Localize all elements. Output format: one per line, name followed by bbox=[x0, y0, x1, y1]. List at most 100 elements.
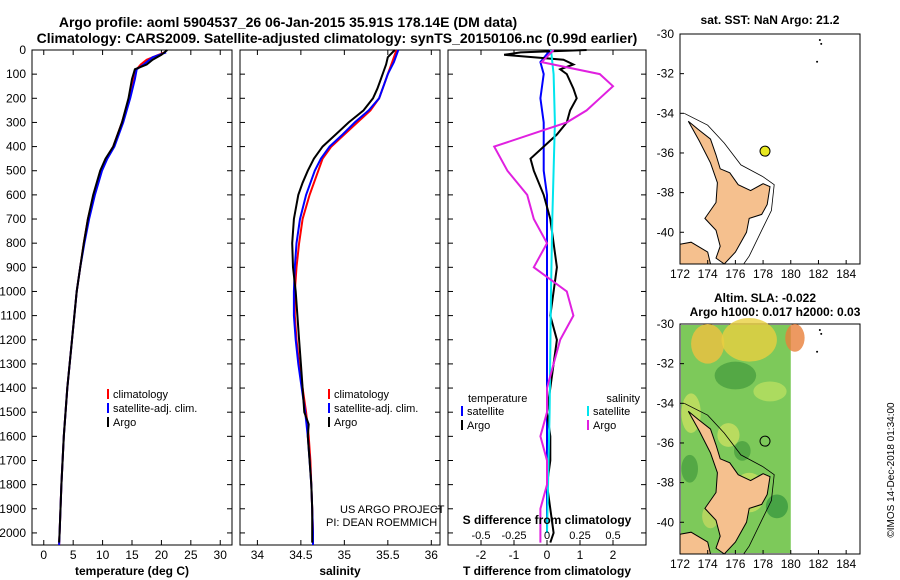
island-dot bbox=[818, 328, 821, 331]
y-tick-label: 100 bbox=[6, 67, 26, 81]
land-north-island bbox=[687, 410, 771, 555]
sla-blob bbox=[691, 324, 725, 364]
isobath-line bbox=[684, 402, 775, 555]
x-tick-label: 182 bbox=[808, 267, 828, 281]
plot-frame bbox=[31, 49, 233, 546]
s-tick-label: -0.25 bbox=[501, 530, 526, 542]
x-tick-label: 2 bbox=[610, 548, 617, 562]
y-tick-label: -32 bbox=[657, 357, 675, 371]
y-tick-label: -38 bbox=[657, 476, 675, 490]
x-tick-label: 172 bbox=[670, 267, 690, 281]
legend-swatch bbox=[328, 403, 330, 413]
legend-label: satellite bbox=[467, 406, 504, 418]
y-tick-label: 1500 bbox=[0, 405, 26, 419]
legend-swatch bbox=[107, 389, 109, 399]
x-tick-label: 15 bbox=[125, 548, 139, 562]
figure-subtitle: Climatology: CARS2009. Satellite-adjuste… bbox=[37, 30, 638, 46]
series-line-s-argo bbox=[492, 49, 615, 543]
x-tick-label: 34 bbox=[251, 548, 265, 562]
x-tick-label: 25 bbox=[184, 548, 198, 562]
x-tick-label: -1 bbox=[509, 548, 520, 562]
y-tick-label: 1800 bbox=[0, 478, 26, 492]
sla-map-panel: 172 174 176 178 180 182 184 -30 -32 -34 -36 -38 -40 A… bbox=[657, 291, 861, 571]
sla-blob bbox=[734, 440, 751, 461]
y-tick-label: -36 bbox=[657, 146, 675, 160]
x-tick-label: 34.5 bbox=[289, 548, 313, 562]
map-subtitle: Argo h1000: 0.017 h2000: 0.03 bbox=[690, 305, 861, 319]
y-tick-label: -32 bbox=[657, 67, 675, 81]
legend-label: satellite-adj. clim. bbox=[334, 403, 418, 415]
legend-label: Argo bbox=[593, 420, 616, 432]
y-tick-label: 1300 bbox=[0, 357, 26, 371]
y-tick-label: 1700 bbox=[0, 453, 26, 467]
legend-swatch bbox=[107, 417, 109, 427]
s-tick-label: 0.5 bbox=[605, 530, 620, 542]
temperature-panel: 0100200300400500600700800900100011001200… bbox=[0, 43, 233, 578]
x-tick-label: 10 bbox=[96, 548, 110, 562]
sla-blob bbox=[717, 423, 740, 447]
y-tick-label: -30 bbox=[657, 317, 675, 331]
float-position-marker bbox=[759, 145, 771, 157]
y-tick-label: 300 bbox=[6, 115, 26, 129]
y-tick-label: -34 bbox=[657, 106, 675, 120]
legend-swatch bbox=[461, 406, 463, 416]
s-tick-label: -0.5 bbox=[472, 530, 491, 542]
sla-blob bbox=[753, 381, 787, 402]
x-tick-label: 36 bbox=[425, 548, 439, 562]
isobath-line bbox=[684, 112, 775, 265]
legend-swatch bbox=[587, 406, 589, 416]
series-line-s-satellite bbox=[546, 49, 556, 533]
y-tick-label: 900 bbox=[6, 260, 26, 274]
x-tick-label: 184 bbox=[836, 557, 856, 571]
imos-credit: ©IMOS 14-Dec-2018 01:34:00 bbox=[886, 402, 897, 538]
sla-blob bbox=[681, 454, 698, 483]
x-tick-label: 20 bbox=[155, 548, 169, 562]
sst-map-panel: 172 174 176 178 180 182 184 -30 -32 -34 -36 -38 -40 s… bbox=[657, 13, 861, 281]
island-dot bbox=[820, 332, 823, 335]
legend-label: climatology bbox=[113, 389, 169, 401]
x-tick-label: 174 bbox=[698, 557, 718, 571]
y-tick-label: 400 bbox=[6, 140, 26, 154]
x-tick-label: 180 bbox=[781, 557, 801, 571]
y-tick-label: 0 bbox=[19, 43, 26, 57]
sla-blob bbox=[785, 324, 805, 352]
legend-swatch bbox=[107, 403, 109, 413]
y-tick-label: -38 bbox=[657, 186, 675, 200]
difference-panel: -2 -1 0 1 2 T difference from climatology -0.5… bbox=[447, 49, 647, 578]
pi-credit: PI: DEAN ROEMMICH bbox=[326, 517, 437, 529]
s-tick-label: 0.25 bbox=[569, 530, 590, 542]
y-tick-label: 800 bbox=[6, 236, 26, 250]
island-dot bbox=[820, 42, 823, 45]
x-tick-label: 184 bbox=[836, 267, 856, 281]
sla-blob bbox=[721, 318, 777, 362]
x-tick-label: 5 bbox=[70, 548, 77, 562]
legend-label: Argo bbox=[467, 420, 490, 432]
sla-blob bbox=[765, 494, 789, 519]
s-tick-label: 0 bbox=[544, 530, 550, 542]
x-tick-label: 180 bbox=[781, 267, 801, 281]
x-tick-label: 30 bbox=[214, 548, 228, 562]
x-tick-label: 0 bbox=[40, 548, 47, 562]
x-tick-label: 174 bbox=[698, 267, 718, 281]
x-tick-label: 1 bbox=[577, 548, 584, 562]
series-line-argo bbox=[291, 49, 396, 543]
figure-title: Argo profile: aoml 5904537_26 06-Jan-201… bbox=[59, 14, 517, 30]
y-tick-label: 1400 bbox=[0, 381, 26, 395]
island-dot bbox=[816, 60, 819, 63]
legend-title: salinity bbox=[606, 393, 640, 405]
x-axis-label: T difference from climatology bbox=[463, 564, 631, 578]
legend-swatch bbox=[328, 417, 330, 427]
land-north-island bbox=[687, 120, 771, 265]
legend-swatch bbox=[328, 389, 330, 399]
x-tick-label: 182 bbox=[808, 557, 828, 571]
x-tick-label: 0 bbox=[544, 548, 551, 562]
x-tick-label: 35 bbox=[338, 548, 352, 562]
y-tick-label: 700 bbox=[6, 212, 26, 226]
y-tick-label: 1600 bbox=[0, 429, 26, 443]
y-tick-label: 600 bbox=[6, 188, 26, 202]
x-tick-label: 35.5 bbox=[376, 548, 400, 562]
y-tick-label: 2000 bbox=[0, 526, 26, 540]
map-title: sat. SST: NaN Argo: 21.2 bbox=[701, 13, 840, 27]
plot-frame bbox=[239, 49, 441, 546]
y-tick-label: 500 bbox=[6, 164, 26, 178]
